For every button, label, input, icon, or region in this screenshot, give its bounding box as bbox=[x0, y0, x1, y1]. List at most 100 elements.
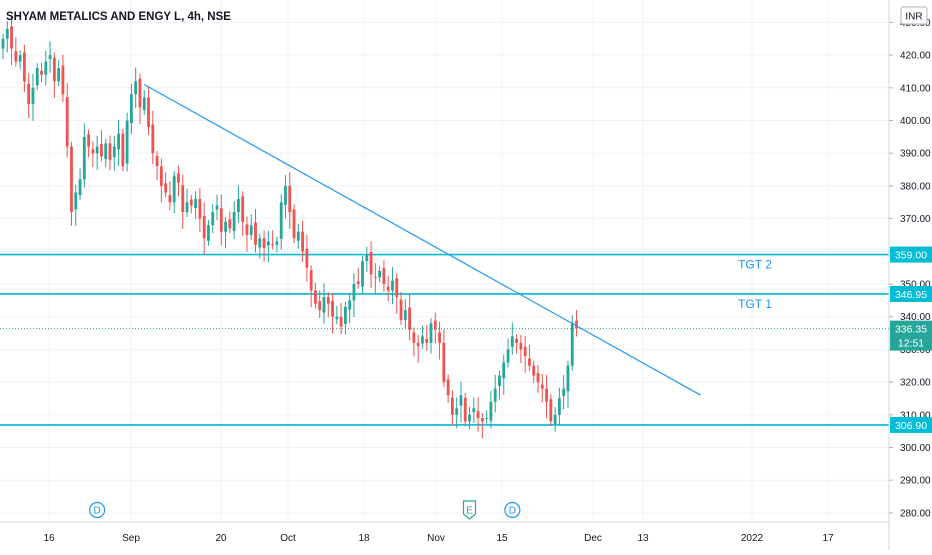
candle-up bbox=[558, 398, 561, 415]
candle-up bbox=[130, 94, 133, 124]
candle-down bbox=[382, 268, 386, 284]
candle-up bbox=[249, 225, 253, 235]
candle-down bbox=[540, 384, 544, 389]
candle-down bbox=[305, 248, 309, 268]
price-axis[interactable]: 280.00290.00300.00310.00320.00330.00340.… bbox=[888, 0, 931, 550]
y-tick-label: 320.00 bbox=[900, 378, 931, 389]
candle-down bbox=[219, 208, 223, 232]
candle-up bbox=[74, 192, 78, 210]
y-tick-label: 290.00 bbox=[900, 476, 931, 487]
level-price-tag-text: 306.90 bbox=[895, 420, 927, 432]
candle-down bbox=[451, 397, 454, 415]
candle-down bbox=[442, 342, 446, 383]
y-tick-label: 390.00 bbox=[900, 149, 931, 160]
candle-up bbox=[232, 212, 236, 232]
candle-up bbox=[78, 179, 82, 196]
candle-down bbox=[331, 301, 334, 317]
candle-up bbox=[472, 408, 476, 413]
x-tick-label: 17 bbox=[822, 533, 834, 544]
currency-label: INR bbox=[905, 12, 922, 23]
candle-up bbox=[194, 198, 197, 209]
candle-down bbox=[386, 286, 390, 291]
price-tags: 359.00 346.95 306.90 336.35 12:51 bbox=[890, 246, 932, 433]
candle-down bbox=[545, 388, 548, 402]
candle-up bbox=[429, 323, 433, 343]
x-tick-label: Oct bbox=[280, 533, 296, 544]
x-tick-label: 18 bbox=[358, 533, 370, 544]
x-tick-label: 20 bbox=[215, 533, 227, 544]
level-price-tag-text: 359.00 bbox=[895, 250, 927, 262]
candle-up bbox=[348, 300, 352, 310]
y-tick-label: 280.00 bbox=[900, 508, 931, 519]
candle-up bbox=[322, 297, 326, 313]
dividend-marker[interactable]: D bbox=[89, 501, 106, 519]
candle-down bbox=[301, 231, 304, 252]
candle-up bbox=[172, 176, 176, 203]
earnings-marker[interactable]: E bbox=[462, 500, 477, 520]
candle-up bbox=[266, 241, 270, 246]
x-tick-label: 15 bbox=[496, 533, 508, 544]
candle-down bbox=[575, 320, 578, 329]
candle-up bbox=[284, 185, 287, 205]
candle-up bbox=[18, 55, 22, 62]
candle-up bbox=[562, 388, 566, 396]
candle-down bbox=[536, 372, 540, 383]
candle-down bbox=[399, 299, 403, 320]
candle-down bbox=[155, 155, 159, 167]
candle-up bbox=[493, 388, 497, 402]
candle-up bbox=[279, 202, 283, 239]
candle-down bbox=[369, 251, 373, 275]
x-tick-label: 13 bbox=[637, 533, 649, 544]
trendline-line[interactable] bbox=[143, 84, 701, 396]
candle-down bbox=[65, 96, 69, 147]
candle-up bbox=[421, 336, 424, 344]
candle-up bbox=[112, 146, 116, 158]
candle-down bbox=[10, 26, 13, 49]
candle-up bbox=[335, 316, 339, 320]
candle-up bbox=[502, 362, 506, 379]
y-tick-label: 300.00 bbox=[900, 443, 931, 454]
candle-down bbox=[151, 124, 155, 154]
candle-down bbox=[181, 185, 185, 213]
candle-up bbox=[224, 221, 227, 232]
candle-down bbox=[395, 278, 399, 298]
candle-up bbox=[95, 146, 99, 154]
candle-down bbox=[373, 276, 377, 278]
candle-down bbox=[262, 238, 266, 249]
candle-down bbox=[523, 346, 527, 356]
candle-up bbox=[361, 261, 364, 287]
time-axis[interactable]: 16 Sep 20 Oct 18 Nov 15 Dec 13 2022 17 bbox=[0, 521, 889, 544]
candle-down bbox=[463, 397, 467, 422]
currency-badge[interactable]: INR bbox=[900, 6, 928, 25]
y-tick-label: 310.00 bbox=[900, 410, 931, 421]
y-tick-label: 410.00 bbox=[900, 83, 931, 94]
candle-down bbox=[532, 365, 536, 376]
candle-up bbox=[44, 61, 48, 75]
candle-down bbox=[326, 297, 330, 304]
last-price-tag-text: 336.35 bbox=[895, 324, 927, 336]
dividend-marker-shape bbox=[89, 501, 106, 519]
candle-down bbox=[14, 51, 18, 62]
candle-up bbox=[185, 202, 189, 213]
candle-up bbox=[352, 284, 356, 301]
candle-down bbox=[108, 143, 112, 160]
candle-down bbox=[408, 307, 411, 330]
candle-down bbox=[241, 196, 245, 222]
candle-down bbox=[519, 342, 523, 350]
candle-up bbox=[48, 55, 52, 60]
chart-title: SHYAM METALICS AND ENGY L, 4h, NSE bbox=[6, 11, 231, 23]
candle-down bbox=[52, 57, 56, 82]
last-price-tag bbox=[890, 320, 932, 351]
candle-up bbox=[211, 212, 215, 226]
candle-down bbox=[339, 316, 343, 327]
candle-up bbox=[35, 68, 39, 86]
dividend-marker[interactable]: D bbox=[504, 501, 521, 519]
candle-up bbox=[459, 395, 463, 406]
candle-down bbox=[254, 222, 257, 245]
candle-down bbox=[87, 134, 90, 147]
candle-down bbox=[446, 379, 450, 396]
candle-down bbox=[138, 78, 142, 108]
level-price-tag-text: 346.95 bbox=[895, 289, 927, 301]
